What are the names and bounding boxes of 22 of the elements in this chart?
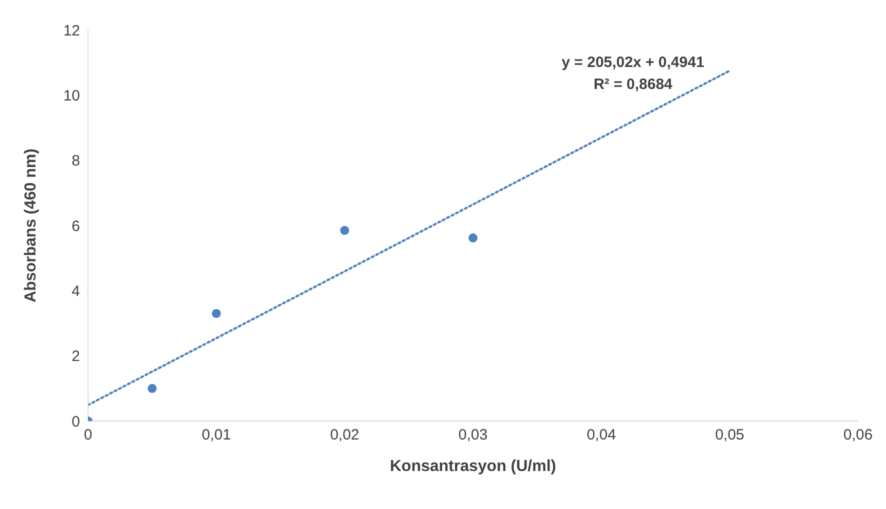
y-tick-label: 12 [63, 22, 80, 40]
point [468, 233, 478, 242]
x-tick-label: 0,05 [715, 426, 744, 444]
point [212, 308, 221, 318]
x-axis-title: Konsantrasyon (U/ml) [390, 458, 556, 475]
y-tick-label: 8 [72, 152, 80, 170]
point [340, 226, 350, 235]
y-axis-title: Absorbans (460 nm) [22, 148, 40, 302]
x-tick-label: 0,03 [458, 426, 488, 444]
y-tick-label: 4 [72, 282, 80, 300]
y-tick-label: 10 [63, 87, 80, 104]
y-tick-label: 2 [72, 348, 80, 366]
x-tick-label: 0,01 [202, 426, 231, 444]
x-tick-label: 0,02 [330, 426, 360, 444]
x-tick-label: 0,04 [586, 426, 616, 444]
y-tick-label: 6 [72, 218, 80, 235]
annotation: R² = 0,8684 [592, 75, 674, 95]
point [148, 384, 157, 393]
y-tick-label: 0 [72, 413, 80, 430]
annotation: y = 205,02x + 0,4941 [560, 53, 706, 73]
x-tick-label: 0 [84, 426, 92, 444]
x-tick-label: 0,06 [843, 426, 873, 444]
